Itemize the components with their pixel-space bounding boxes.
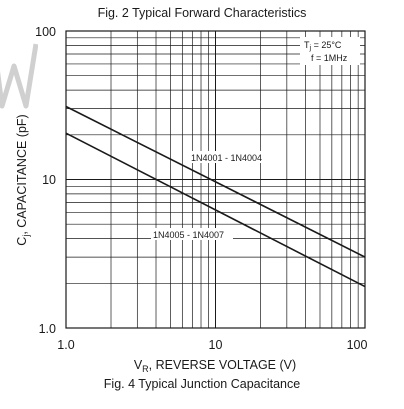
series-2-label-background <box>151 228 233 240</box>
y-tick-label-100: 100 <box>35 25 56 39</box>
series-2-label: 1N4005 - 1N4007 <box>153 230 224 240</box>
series-labels: 1N4001 - 1N4004 1N4005 - 1N4007 <box>151 151 271 240</box>
conditions-background <box>300 37 360 65</box>
y-tick-label-10: 10 <box>42 173 56 187</box>
watermark-logo <box>0 43 38 109</box>
tj-condition: Tj = 25°C <box>304 40 342 52</box>
y-axis-title: Cj, CAPACITANCE (pF) <box>15 114 31 245</box>
tj-subscript: j <box>309 45 312 52</box>
chart-grid <box>66 31 365 328</box>
series-line-1 <box>65 105 366 258</box>
series-line-2 <box>65 132 366 288</box>
x-axis-title: VR, REVERSE VOLTAGE (V) <box>134 358 296 374</box>
x-tick-labels: 1.0 10 100 <box>57 338 367 352</box>
series-group <box>65 105 366 288</box>
x-axis-title-subscript: R <box>142 364 149 374</box>
plot-frame <box>65 30 366 329</box>
y-axis-title-subscript: j <box>21 235 31 238</box>
series-1-label-background <box>189 151 271 163</box>
x-tick-label-1: 1.0 <box>57 338 74 352</box>
x-tick-label-10: 10 <box>209 338 223 352</box>
y-tick-label-1: 1.0 <box>39 322 56 336</box>
frequency-condition: f = 1MHz <box>311 53 348 63</box>
y-tick-labels: 100 10 1.0 <box>35 25 56 336</box>
figure-4-caption: Fig. 4 Typical Junction Capacitance <box>103 377 301 391</box>
watermark-stroke <box>0 43 38 109</box>
series-1-label: 1N4001 - 1N4004 <box>191 153 262 163</box>
conditions-box: Tj = 25°C f = 1MHz <box>300 37 360 65</box>
x-tick-label-100: 100 <box>347 338 368 352</box>
figure-2-caption: Fig. 2 Typical Forward Characteristics <box>97 6 307 20</box>
